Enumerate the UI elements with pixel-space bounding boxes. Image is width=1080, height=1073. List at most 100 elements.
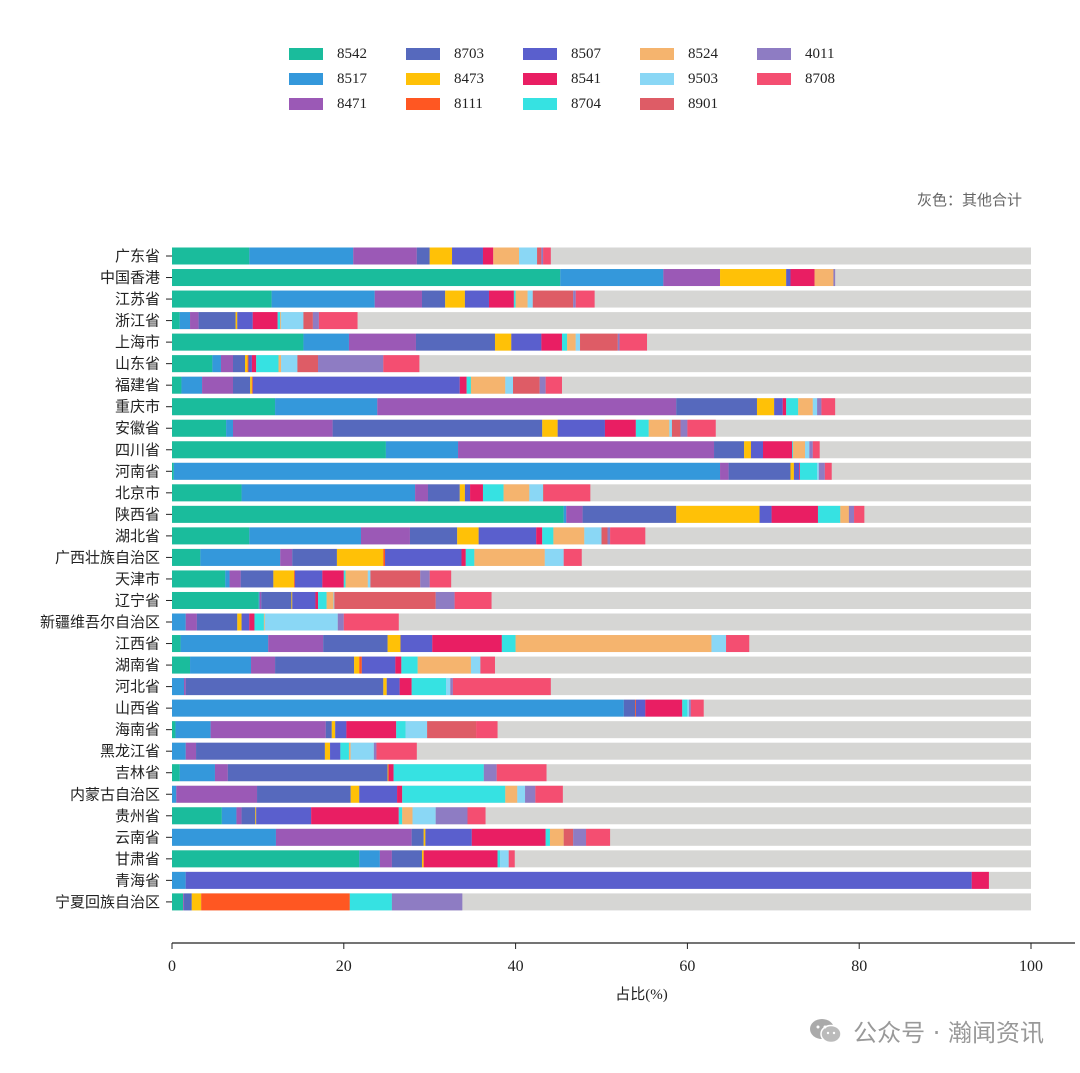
bar-segment-8111 (359, 656, 362, 674)
bar-segment-8524 (263, 613, 265, 631)
y-tick-label: 陕西省 (115, 506, 160, 523)
bar-segment-8901 (580, 333, 618, 351)
bar-segment-8517 (560, 269, 664, 287)
bar-segment-8542 (172, 398, 276, 416)
bar-segment-8704 (542, 527, 554, 545)
bar-segment-8517 (258, 591, 260, 609)
bar-segment-4011 (539, 376, 546, 394)
bar-segment-8473 (457, 527, 479, 545)
y-tick-label: 云南省 (115, 829, 160, 846)
legend-swatch (757, 73, 791, 85)
bar-segment-8703 (185, 678, 384, 696)
legend-swatch (640, 73, 674, 85)
bar-segment-8517 (241, 484, 416, 502)
legend-label: 8524 (688, 45, 718, 62)
x-tick-label: 100 (1019, 958, 1043, 975)
bar-segment-8541 (315, 591, 319, 609)
legend-swatch (406, 98, 440, 110)
bar-segment-8507 (294, 570, 323, 588)
bar-segment-8473 (494, 333, 512, 351)
bar-segment-9503 (281, 355, 298, 373)
bar-segment-8901 (427, 721, 477, 739)
watermark: 公众号 · 瀚闻资讯 (809, 1013, 1044, 1048)
bar-segment-8524 (474, 548, 545, 566)
bar-segment-8111 (201, 893, 350, 911)
bar-segment-8471 (377, 398, 677, 416)
bar-segment-8703 (325, 721, 332, 739)
bar-segment-8471 (275, 828, 412, 846)
bar-segment-8517 (212, 355, 221, 373)
bar-segment-8111 (247, 355, 249, 373)
bar-segment-9503 (669, 419, 672, 437)
bar-segment-8524 (549, 828, 564, 846)
bar-segment-8703 (582, 505, 677, 523)
bar-segment-8473 (459, 484, 465, 502)
bar-segment-8507 (774, 398, 783, 416)
bar-segment-8507 (386, 678, 400, 696)
bar-segment-8901 (303, 312, 313, 330)
bar-segment-8471 (566, 505, 583, 523)
bar-segment-8541 (799, 462, 800, 480)
legend-label: 8704 (571, 95, 601, 112)
bar-segment-8517 (249, 247, 354, 265)
bar-segment-8507 (425, 828, 472, 846)
legend-item: 8703 (406, 44, 523, 64)
legend-label: 8708 (805, 70, 835, 87)
legend-item: 8473 (406, 69, 523, 89)
bar-segment-8703 (232, 376, 251, 394)
bar-segment-8517 (180, 635, 269, 653)
bar-segment-4011 (818, 462, 825, 480)
bar-segment-8542 (172, 893, 184, 911)
legend-item: 8111 (406, 94, 523, 114)
bar-segment-4011 (833, 269, 836, 287)
bar-segment-8708 (545, 376, 562, 394)
bar-segment-9503 (470, 656, 481, 674)
bar-segment-8471 (374, 290, 422, 308)
bar-segment-8471 (353, 247, 417, 265)
bar-segment-4011 (817, 398, 822, 416)
bar-segment-4011 (809, 441, 813, 459)
bar-segment-8473 (350, 785, 360, 803)
bar-segment-8517 (173, 462, 721, 480)
y-tick-label: 重庆市 (115, 399, 160, 416)
bar-segment-8704 (349, 893, 392, 911)
bar-segment-8473 (331, 721, 336, 739)
y-tick-label: 黑龙江省 (100, 743, 160, 760)
bar-segment-8507 (185, 871, 972, 889)
bar-segment-9503 (412, 807, 436, 825)
bar-segment-8901 (563, 828, 574, 846)
legend-label: 8471 (337, 95, 367, 112)
bar-segment-8473 (383, 678, 387, 696)
bar-segment-8703 (227, 764, 388, 782)
bar-segment-8541 (771, 505, 818, 523)
bar-segment-8704 (497, 850, 501, 868)
bar-segment-9503 (350, 742, 374, 760)
bar-segment-8541 (395, 656, 402, 674)
bar-segment-8541 (488, 290, 514, 308)
legend-item: 8471 (289, 94, 406, 114)
bar-segment-8471 (415, 484, 428, 502)
bar-segment-8517 (385, 441, 459, 459)
bar-segment-4011 (525, 785, 536, 803)
bar-segment-8517 (221, 807, 237, 825)
y-tick-label: 浙江省 (115, 313, 160, 330)
bar-segment-8471 (220, 355, 233, 373)
bar-segment-8471 (210, 721, 326, 739)
bar-segment-8704 (465, 548, 475, 566)
bar-segment-8542 (172, 721, 176, 739)
bar-segment-8471 (348, 333, 416, 351)
bar-segment-8471 (232, 419, 333, 437)
bar-segment-4011 (607, 527, 611, 545)
bar-segment-8704 (466, 376, 471, 394)
x-tick-label: 40 (508, 958, 524, 975)
bar-segment-8473 (744, 441, 751, 459)
bar-segment-8542 (172, 333, 304, 351)
bar-segment-8541 (762, 441, 793, 459)
bar-segment-8111 (383, 548, 386, 566)
bar-segment-8507 (335, 721, 347, 739)
bar-segment-8703 (409, 527, 458, 545)
legend-swatch (757, 48, 791, 60)
bar-segment-4011 (483, 764, 497, 782)
bar-segment-8703 (196, 742, 325, 760)
